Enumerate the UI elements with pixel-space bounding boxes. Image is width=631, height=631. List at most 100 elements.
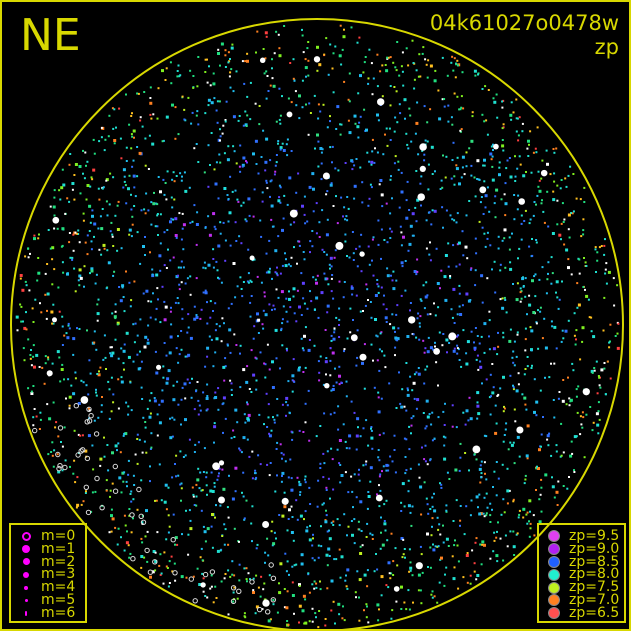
star-marker [462,107,465,110]
unmatched-star-marker [86,406,92,412]
star-marker [101,187,104,190]
star-marker [212,365,215,368]
star-marker [181,227,184,230]
star-marker [449,275,452,277]
star-marker [235,344,238,346]
star-marker [134,322,137,325]
star-marker [144,535,147,538]
star-marker [504,534,507,537]
star-marker [358,578,362,582]
star-marker [592,421,595,424]
star-marker [271,544,274,547]
star-marker [25,284,28,287]
star-marker [535,400,539,404]
star-marker [87,393,90,396]
star-marker [61,363,64,366]
star-marker [347,491,350,494]
star-marker [452,577,456,581]
star-marker [265,137,269,141]
star-marker [303,195,306,198]
star-marker [483,322,487,326]
star-marker [180,281,183,284]
star-marker [336,448,339,451]
star-marker [207,104,210,107]
star-marker [74,231,77,234]
magnitude-label: m=3 [41,566,76,583]
star-marker [330,609,333,612]
zp-legend-item: zp=6.5 [539,606,624,620]
star-marker [349,307,352,310]
star-marker [278,118,281,121]
star-marker [194,443,197,446]
star-marker [176,543,179,546]
star-marker [342,35,346,39]
star-marker [252,337,255,340]
star-marker [214,329,217,332]
star-marker [351,160,354,163]
star-marker [167,585,170,588]
star-marker [103,247,106,250]
star-marker [529,527,532,530]
star-marker [281,318,284,321]
star-marker [262,48,265,50]
star-marker [326,587,329,590]
star-marker [296,262,298,265]
unmatched-star-marker [32,427,38,434]
star-marker [381,95,384,98]
star-marker [564,329,568,333]
unmatched-star-marker [147,569,154,575]
star-marker [317,316,320,319]
star-marker [535,239,538,241]
star-marker [214,516,216,519]
star-marker [496,395,499,397]
star-marker [252,373,256,377]
star-marker [564,177,567,180]
star-marker [125,541,129,545]
unmatched-star-marker [209,569,216,575]
star-marker [232,429,235,432]
star-marker [213,425,217,429]
star-marker [165,67,168,70]
star-marker [229,575,232,578]
star-marker [276,398,279,400]
star-marker [274,164,277,167]
star-marker [473,453,476,456]
star-marker [412,333,415,336]
star-marker [435,361,438,364]
star-marker [278,514,281,516]
star-marker [177,64,180,67]
star-marker [596,251,599,254]
star-marker [578,258,581,261]
star-marker [125,93,127,96]
star-marker [224,573,227,575]
star-marker [28,289,31,292]
star-marker [290,256,293,259]
zp-color-swatch-icon [549,595,559,606]
star-marker [532,514,535,517]
star-marker [496,560,499,563]
star-marker [261,200,264,203]
star-marker [257,454,260,457]
star-marker [523,220,526,222]
star-marker [229,175,232,178]
star-marker [450,116,453,119]
star-marker [89,372,92,375]
star-marker [223,187,227,190]
star-marker [477,178,480,181]
star-marker [326,311,329,314]
star-marker [96,319,99,322]
bright-star-marker [51,317,58,323]
star-marker [291,390,294,393]
star-marker [445,155,448,158]
star-marker [193,408,196,411]
star-marker [150,300,153,303]
star-marker [232,591,235,594]
star-marker [96,303,99,306]
star-marker [423,105,426,108]
star-marker [244,110,247,113]
star-marker [386,56,389,59]
star-marker [201,559,204,562]
star-marker [197,467,200,470]
star-marker [421,446,423,449]
star-marker [465,362,469,366]
